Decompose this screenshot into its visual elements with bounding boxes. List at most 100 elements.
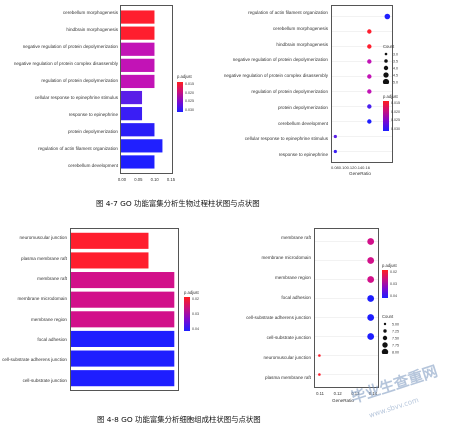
legend-tick-label: 0.020 [185, 90, 194, 95]
count-legend-dot [383, 329, 387, 333]
figure2-bar-legend-title: p.adjust [184, 290, 199, 295]
category-label: cerebellum development [277, 120, 328, 126]
x-tick-label: 0.10 [150, 177, 159, 182]
bar-4 [71, 291, 175, 308]
legend-tick-label: 0.025 [185, 99, 194, 104]
legend-tick-label: 0.020 [391, 109, 400, 114]
bar-3 [121, 42, 155, 56]
count-legend-label: 7.50 [392, 336, 399, 340]
legend-tick-label: 0.04 [390, 294, 397, 298]
count-legend-label: 3.5 [393, 59, 398, 63]
category-label: membrane raft [37, 275, 67, 281]
category-label: focal adhesion [37, 337, 67, 343]
category-label: response to epinephrine [68, 111, 118, 117]
category-label: cerebellum development [67, 162, 118, 168]
figure2-bar-legend-gradient [184, 297, 190, 331]
figure1-dot-svg [332, 13, 392, 154]
x-tick-label: 0.15 [166, 177, 176, 182]
legend-tick-label: 0.04 [192, 327, 199, 331]
dot-8 [367, 119, 372, 124]
legend-tick-label: 0.02 [192, 297, 199, 301]
dot-6 [367, 89, 372, 94]
category-label: regulation of protein depolymerization [41, 78, 118, 84]
count-legend-dot [383, 65, 389, 71]
figure1-caption: 图 4-7 GO 功能富集分析生物过程柱状图与点状图 [96, 199, 260, 208]
bar-3 [71, 272, 175, 289]
count-legend-label: 5.0 [393, 80, 398, 84]
dot-8 [318, 373, 321, 376]
bar-5 [121, 74, 155, 89]
legend-tick-label: 0.030 [391, 127, 400, 131]
dot-4 [367, 295, 375, 302]
bar-1 [71, 232, 149, 249]
figure1-bar-svg [121, 10, 163, 169]
count-legend-dot [382, 335, 388, 341]
count-legend-dot [383, 72, 389, 78]
bar-6 [71, 330, 175, 347]
category-label: cell-substrate junction [22, 377, 67, 383]
category-label: cell-substrate adherens junction [2, 357, 67, 363]
figure2-dot-padj-title: p.adjust [382, 263, 397, 268]
figure1-dot-count-title: Count [383, 44, 395, 49]
count-legend-label: 5.00 [392, 322, 399, 326]
category-label: membrane raft [281, 235, 311, 240]
bar-4 [121, 58, 155, 72]
dot-4 [367, 59, 372, 64]
category-label: hindbrain morphogenesis [66, 27, 118, 33]
category-label: membrane microdomain [17, 296, 67, 302]
dot-2 [367, 257, 375, 264]
dot-9 [333, 134, 337, 139]
bar-9 [121, 139, 163, 153]
category-label: focal adhesion [281, 295, 311, 300]
bar-10 [121, 155, 155, 169]
figure2-bar-chart: neuromuscular junction plasma membrane ra… [0, 228, 230, 408]
legend-tick-label: 0.025 [391, 118, 400, 123]
count-legend-label: 4.0 [393, 66, 398, 70]
figure1-bar-chart: cerebellum morphogenesis hindbrain morpho… [0, 0, 200, 192]
count-legend-dot [383, 322, 387, 326]
count-legend-label: 4.5 [393, 73, 398, 77]
bar-7 [71, 350, 175, 367]
dot-1 [384, 13, 391, 20]
category-label: plasma membrane raft [21, 255, 67, 261]
count-legend-dot [384, 59, 388, 63]
count-legend-dot [382, 78, 390, 84]
category-label: neuromuscular junction [263, 355, 312, 360]
figure1-dot-plot-area [331, 5, 393, 163]
dot-1 [367, 238, 375, 245]
figure1-dot-padj-title: p.adjust [383, 94, 398, 99]
category-label: cerebellum morphogenesis [62, 10, 118, 16]
dot-3 [367, 44, 372, 49]
category-label: cell-substrate adherens junction [246, 315, 311, 320]
dot-7 [367, 104, 372, 109]
category-label: negative regulation of protein complex d… [223, 73, 328, 79]
count-legend-label: 7.75 [392, 343, 399, 347]
count-legend-label: 3.0 [393, 52, 398, 56]
category-label: plasma membrane raft [265, 375, 311, 380]
category-label: negative regulation of protein depolymer… [22, 44, 118, 50]
figure1-bar-legend-title: p.adjust [177, 74, 192, 79]
legend-tick-label: 0.030 [185, 108, 194, 112]
figure1-bar-plot-area [120, 5, 173, 174]
x-tick-label: 0.12 [333, 391, 342, 396]
figure1-dot-chart: regulation of actin filament organizatio… [215, 0, 456, 192]
category-label: response to epinephrine [278, 152, 328, 158]
x-tick-label: 0.05 [134, 177, 143, 182]
figure2-dot-count-title: Count [382, 314, 394, 319]
x-tick-label: 0.14 [368, 391, 378, 396]
bar-7 [121, 107, 143, 121]
figure2-bar-svg [71, 232, 175, 387]
figure2-dot-chart: membrane raft membrane microdomain membran… [225, 228, 456, 408]
dot-10 [333, 149, 337, 154]
figure2-dot-svg [315, 238, 378, 376]
category-label: membrane region [274, 275, 311, 280]
category-label: regulation of protein depolymerization [251, 88, 328, 94]
dot-5 [367, 314, 375, 321]
bar-8 [71, 370, 175, 387]
x-tick-label: 0.11 [316, 391, 324, 396]
bar-2 [71, 252, 149, 269]
legend-tick-label: 0.03 [192, 312, 199, 316]
legend-tick-label: 0.02 [390, 270, 397, 274]
figure2-dot-legend-gradient [382, 270, 388, 298]
figure2-bar-plot-area [70, 228, 179, 391]
